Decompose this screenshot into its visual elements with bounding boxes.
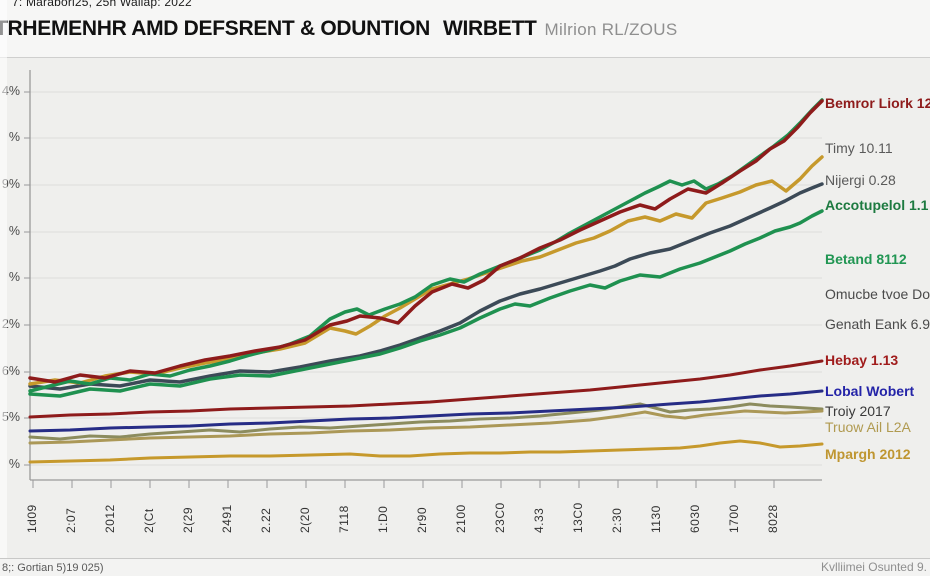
title-kicker: 7: Marabori25, 25h Wallap: 2022 [12, 0, 192, 9]
x-axis-label: 23C0 [493, 502, 507, 533]
x-axis-label: 1:D0 [376, 505, 390, 533]
x-axis-label: 7118 [337, 505, 351, 533]
series-line [28, 359, 824, 419]
series-label: Omucbe tvoe Do [825, 286, 930, 302]
x-axis-label: 2:30 [610, 507, 624, 533]
x-axis-label: 4.33 [532, 507, 546, 533]
series-label: Troiy 2017 [825, 403, 891, 419]
y-axis-label: % [8, 270, 20, 284]
series-label: Nijergi 0.28 [825, 172, 896, 188]
title-main: TRHEMENHR AMD DEFSRENT & ODUNTION [0, 17, 430, 40]
x-axis-label: 2.22 [259, 507, 273, 533]
series-line [28, 99, 824, 384]
x-axis-label: 2100 [454, 504, 468, 533]
series-line [28, 209, 824, 398]
series-label: Betand 8112 [825, 251, 907, 267]
x-axis-label: 13C0 [571, 502, 585, 533]
series-line [28, 409, 824, 445]
series-line [28, 439, 824, 464]
footer-band: 8;: Gortian 5)19 025) Kvlliimei Osunted … [0, 558, 930, 576]
x-axis-label: 2r90 [415, 506, 429, 533]
page-title: TRHEMENHR AMD DEFSRENT & ODUNTION WIRBETT… [0, 17, 678, 41]
series-line [28, 389, 824, 433]
title-emphasis: WIRBETT [442, 17, 537, 40]
series-label: Truow Ail L2A [825, 419, 911, 435]
series-line [28, 182, 824, 391]
series-label: Genath Eank 6.9 [825, 316, 930, 332]
x-axis-label: 8028 [766, 504, 780, 533]
x-axis-label: 2012 [103, 504, 117, 533]
x-axis-label: 6030 [688, 504, 702, 533]
x-axis-label: 1700 [727, 504, 741, 533]
x-axis-label: 2(Ct [142, 508, 156, 533]
series-label: Lobal Wobert [825, 383, 915, 399]
x-axis-label: 2(20 [298, 506, 312, 533]
y-axis-label: % [8, 130, 20, 144]
y-axis-label: % [8, 457, 20, 471]
series-label: Timy 10.11 [825, 140, 893, 156]
series-line [28, 98, 824, 393]
x-axis-label: 2:07 [64, 507, 78, 533]
x-axis-label: 1130 [649, 505, 663, 533]
left-margin-strip [0, 0, 7, 576]
x-axis-label: 1d09 [25, 504, 39, 533]
series-label: Hebay 1.13 [825, 352, 899, 368]
series-label: Bemror Liork 12 [825, 95, 930, 111]
x-axis-label: 2491 [220, 504, 234, 533]
title-subtitle: Milrion RL/ZOUS [544, 20, 678, 39]
footer-right-text: Kvlliimei Osunted 9. [820, 560, 927, 574]
footer-left-text: 8;: Gortian 5)19 025) [2, 562, 104, 574]
series-line [28, 402, 824, 441]
series-label: Mpargh 2012 [825, 446, 911, 462]
x-axis-label: 2(29 [181, 506, 195, 533]
header-band: 7: Marabori25, 25h Wallap: 2022 TRHEMENH… [0, 0, 930, 58]
y-axis-label: % [8, 224, 20, 238]
series-label: Accotupelol 1.1 [825, 197, 929, 213]
